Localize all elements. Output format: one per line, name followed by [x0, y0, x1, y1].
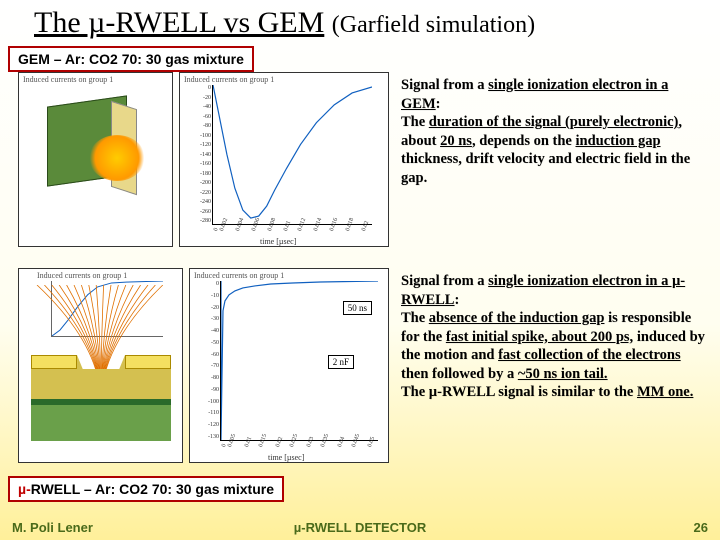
t: duration of the signal (purely electroni…: [429, 114, 679, 130]
cross-section-icon: [31, 355, 171, 451]
rwell-figures: Induced currents on group 1: [0, 268, 395, 473]
fig-rwell-cross: Induced currents on group 1: [18, 268, 183, 463]
rwell-text: Signal from a single ionization electron…: [395, 268, 720, 473]
panel-label: Induced currents on group 1: [184, 75, 274, 84]
t: 20 ns: [440, 133, 472, 149]
badge-rwell: µ-RWELL – Ar: CO2 70: 30 gas mixture: [8, 476, 284, 502]
panel-label: Induced currents on group 1: [37, 271, 127, 280]
t: fast collection of the electrons: [498, 347, 681, 363]
row-rwell: Induced currents on group 1: [0, 268, 720, 473]
panel-label: Induced currents on group 1: [194, 271, 284, 280]
x-axis-label: time [µsec]: [260, 237, 296, 246]
x-ticks: 00.0050.010.0150.020.0250.030.0350.040.0…: [221, 446, 378, 452]
x-ticks: 00.0020.0040.0060.0080.010.0120.0140.016…: [213, 230, 372, 236]
t: The µ-RWELL signal is similar to the: [401, 384, 637, 400]
annot-2nf: 2 nF: [328, 355, 354, 369]
annot-50ns: 50 ns: [343, 301, 372, 315]
t: MM one.: [637, 384, 693, 400]
x-axis-label: time [µsec]: [268, 453, 304, 462]
t: Signal from a: [401, 77, 488, 93]
badge-gem: GEM – Ar: CO2 70: 30 gas mixture: [8, 46, 254, 72]
t: :: [436, 96, 441, 112]
fig-gem-signal: Induced currents on group 1 0-20-40-60-8…: [179, 72, 389, 247]
row-gem: Induced currents on group 1 Induced curr…: [0, 72, 720, 262]
fig-gem-3d: Induced currents on group 1: [18, 72, 173, 247]
gem-text: Signal from a single ionization electron…: [395, 72, 720, 262]
t: :: [454, 292, 459, 308]
panel-label: Induced currents on group 1: [23, 75, 113, 84]
t: induction gap: [575, 133, 660, 149]
badge-rest: RWELL – Ar: CO2 70: 30 gas mixture: [31, 481, 274, 497]
title-paren: (Garfield simulation): [332, 12, 535, 38]
chart-axes: 0-20-40-60-80-100-120-140-160-180-200-22…: [212, 85, 372, 225]
t: fast initial spike, about 200 ps,: [446, 329, 633, 345]
gem-figures: Induced currents on group 1 Induced curr…: [0, 72, 395, 262]
footer: M. Poli Lener µ-RWELL DETECTOR 26: [0, 514, 720, 540]
footer-author: M. Poli Lener: [12, 520, 93, 535]
t: absence of the induction gap: [429, 310, 605, 326]
t: The: [401, 114, 429, 130]
signal-curve: [213, 85, 372, 224]
fig-rwell-signal: Induced currents on group 1 0-10-20-30-4…: [189, 268, 389, 463]
t: ~50 ns ion tail.: [518, 366, 608, 382]
title-main: The µ-RWELL vs GEM: [34, 6, 324, 39]
footer-title: µ-RWELL DETECTOR: [294, 520, 426, 535]
chart-axes: 0-10-20-30-40-50-60-70-80-90-100-110-120…: [220, 281, 378, 441]
slide-title: The µ-RWELL vs GEM (Garfield simulation): [0, 0, 720, 42]
t: The: [401, 310, 429, 326]
t: thickness, drift velocity and electric f…: [401, 151, 690, 186]
t: then followed by a: [401, 366, 518, 382]
t: Signal from a: [401, 273, 488, 289]
gem-cube-icon: [39, 101, 149, 216]
mu-prefix: µ-: [18, 481, 31, 497]
y-ticks: 0-20-40-60-80-100-120-140-160-180-200-22…: [185, 85, 211, 224]
t: , depends on the: [472, 133, 576, 149]
page-number: 26: [694, 520, 708, 535]
y-ticks: 0-10-20-30-40-50-60-70-80-90-100-110-120…: [193, 281, 219, 440]
